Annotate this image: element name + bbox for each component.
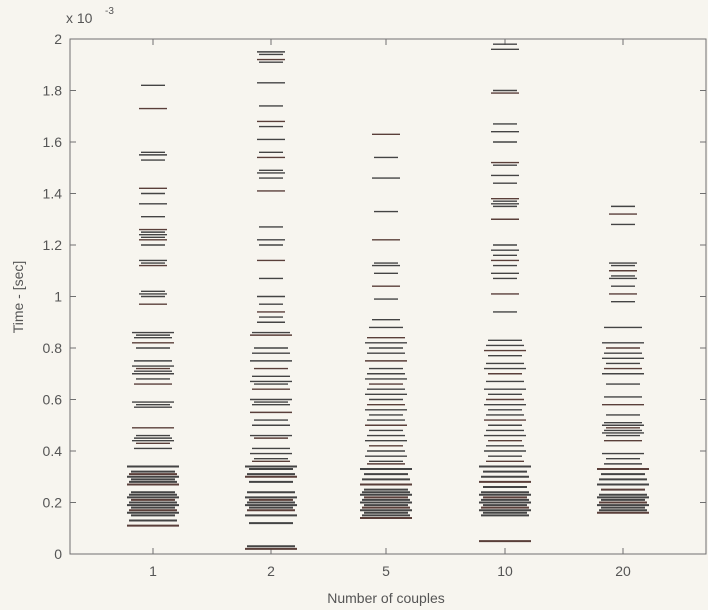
x-tick-label: 10 <box>497 563 513 579</box>
y-tick-label: 1.8 <box>43 83 63 99</box>
tick-labels: 0 0.2 0.4 0.6 0.8 1 1.2 1.4 1.6 1.8 2 1 2 5 10 20 <box>43 31 631 579</box>
y-axis-title: Time - [sec] <box>10 261 26 334</box>
data-marks <box>127 43 649 550</box>
y-tick-label: 1.2 <box>43 237 63 253</box>
y-exponent-power: -3 <box>105 6 114 17</box>
y-tick-label: 0.8 <box>43 340 63 356</box>
x-tick-label: 2 <box>267 563 275 579</box>
x-tick-label: 1 <box>149 563 157 579</box>
y-tick-label: 0.2 <box>43 495 63 511</box>
axis-ticks <box>70 38 706 555</box>
x-tick-label: 5 <box>382 563 390 579</box>
y-tick-label: 2 <box>54 31 62 47</box>
x-tick-label: 20 <box>615 563 631 579</box>
x-axis-title: Number of couples <box>327 590 445 606</box>
y-tick-label: 0.6 <box>43 392 63 408</box>
y-tick-label: 0 <box>54 546 62 562</box>
y-tick-label: 1 <box>54 289 62 305</box>
y-tick-label: 1.6 <box>43 134 63 150</box>
y-exponent-base: x 10 <box>66 10 93 26</box>
y-tick-label: 1.4 <box>43 186 63 202</box>
y-tick-label: 0.4 <box>43 443 63 459</box>
